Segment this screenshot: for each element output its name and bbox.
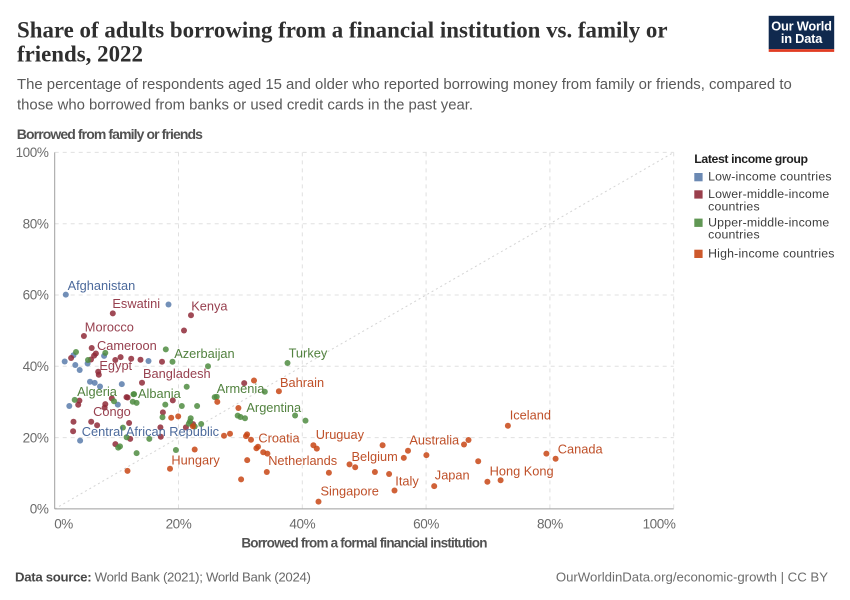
svg-text:Belgium: Belgium [352, 449, 398, 464]
svg-text:40%: 40% [289, 516, 315, 531]
svg-text:Latest income group: Latest income group [694, 152, 807, 166]
svg-text:High-income countries: High-income countries [708, 246, 835, 260]
svg-text:Uruguay: Uruguay [316, 427, 365, 442]
svg-text:Cameroon: Cameroon [97, 338, 157, 353]
svg-text:countries: countries [708, 199, 760, 213]
svg-text:Congo: Congo [93, 404, 131, 419]
svg-text:80%: 80% [537, 516, 563, 531]
svg-text:The percentage of respondents: The percentage of respondents aged 15 an… [17, 77, 792, 93]
svg-text:80%: 80% [23, 216, 49, 231]
svg-text:0%: 0% [54, 516, 73, 531]
svg-text:Algeria: Algeria [77, 384, 118, 399]
svg-text:Canada: Canada [558, 442, 604, 457]
svg-text:Australia: Australia [409, 433, 460, 448]
svg-text:Borrowed from family or friend: Borrowed from family or friends [17, 126, 203, 142]
svg-text:20%: 20% [23, 430, 49, 445]
svg-text:0%: 0% [30, 502, 49, 517]
svg-text:Lower-middle-income: Lower-middle-income [708, 187, 829, 201]
svg-text:Hong Kong: Hong Kong [490, 464, 554, 479]
svg-text:Bangladesh: Bangladesh [143, 366, 211, 381]
svg-text:100%: 100% [643, 516, 676, 531]
svg-text:Bahrain: Bahrain [280, 375, 324, 390]
svg-text:Low-income countries: Low-income countries [708, 170, 832, 184]
svg-text:Netherlands: Netherlands [268, 453, 337, 468]
svg-text:Armenia: Armenia [217, 381, 266, 396]
svg-text:60%: 60% [413, 516, 439, 531]
svg-text:Croatia: Croatia [258, 431, 300, 446]
svg-text:Azerbaijan: Azerbaijan [174, 346, 234, 361]
svg-text:Borrowed from a formal financi: Borrowed from a formal financial institu… [241, 536, 487, 551]
svg-text:Upper-middle-income: Upper-middle-income [708, 215, 829, 229]
svg-text:Egypt: Egypt [99, 358, 132, 373]
svg-text:Afghanistan: Afghanistan [68, 278, 136, 293]
svg-text:Singapore: Singapore [321, 484, 379, 499]
svg-text:20%: 20% [166, 516, 192, 531]
svg-text:Turkey: Turkey [289, 346, 328, 361]
svg-text:Share of adults borrowing from: Share of adults borrowing from a financi… [17, 18, 668, 43]
svg-text:those who borrowed from banks: those who borrowed from banks or used cr… [17, 98, 473, 114]
svg-text:Data source: World Bank (2021): Data source: World Bank (2021); World Ba… [15, 570, 311, 585]
svg-text:Argentina: Argentina [246, 400, 302, 415]
svg-text:Morocco: Morocco [85, 319, 134, 334]
svg-text:Iceland: Iceland [510, 407, 551, 422]
svg-text:Italy: Italy [395, 473, 419, 488]
svg-text:Our World: Our World [771, 19, 832, 34]
svg-text:Central African Republic: Central African Republic [82, 424, 220, 439]
svg-text:Hungary: Hungary [171, 453, 220, 468]
svg-text:Japan: Japan [435, 468, 470, 483]
svg-text:countries: countries [708, 228, 760, 242]
svg-text:OurWorldinData.org/economic-gr: OurWorldinData.org/economic-growth | CC … [556, 570, 828, 585]
svg-text:Eswatini: Eswatini [112, 296, 160, 311]
svg-text:friends, 2022: friends, 2022 [17, 42, 143, 67]
svg-text:Albania: Albania [138, 386, 182, 401]
svg-text:in Data: in Data [781, 31, 823, 46]
svg-text:40%: 40% [23, 359, 49, 374]
svg-text:60%: 60% [23, 288, 49, 303]
svg-text:Kenya: Kenya [191, 298, 228, 313]
svg-text:100%: 100% [16, 145, 49, 160]
